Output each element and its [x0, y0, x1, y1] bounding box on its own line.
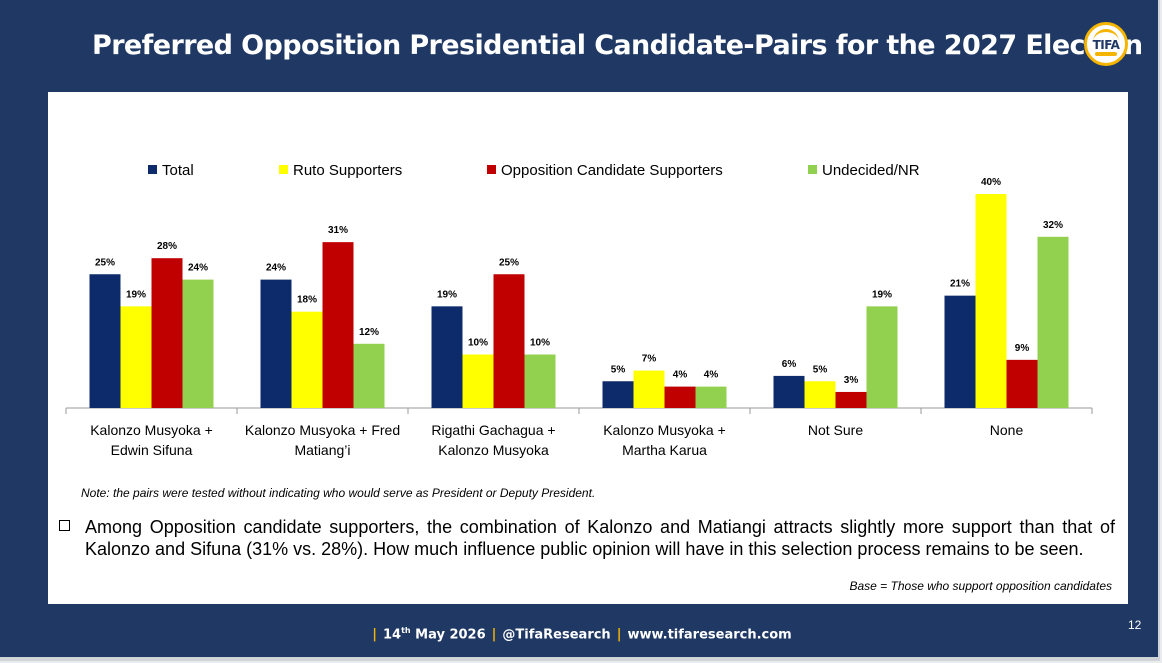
legend-swatch [808, 165, 817, 174]
category-label: None [990, 422, 1024, 438]
bar [633, 370, 665, 408]
checkbox-bullet-icon [59, 520, 70, 531]
bar [944, 295, 976, 408]
bar-chart: Total Ruto Supporters Opposition Candidate… [65, 162, 1093, 458]
data-label: 9% [1015, 343, 1030, 354]
bar [1006, 359, 1038, 408]
page-number: 12 [1128, 618, 1142, 632]
bar [89, 274, 121, 408]
data-label: 7% [642, 354, 657, 365]
bar [602, 381, 634, 408]
data-label: 25% [95, 257, 115, 268]
data-label: 4% [673, 370, 688, 381]
bar [975, 194, 1007, 408]
footer-handle: @TifaResearch [502, 627, 611, 643]
category-label: Not Sure [808, 422, 863, 438]
bar [835, 391, 867, 408]
data-label: 28% [157, 241, 177, 252]
category-label: Kalonzo Musyoka + [603, 422, 726, 438]
data-label: 5% [611, 364, 626, 375]
base-note: Base = Those who support opposition cand… [849, 579, 1112, 593]
bar [322, 242, 354, 408]
footer-website: www.tifaresearch.com [627, 627, 792, 643]
data-label: 19% [872, 289, 892, 300]
legend-label: Opposition Candidate Supporters [501, 162, 723, 179]
category-label: Rigathi Gachagua + [431, 422, 555, 438]
data-label: 10% [530, 338, 550, 349]
bar [151, 258, 183, 408]
key-finding: Among Opposition candidate supporters, t… [55, 516, 1115, 560]
data-label: 3% [844, 375, 859, 386]
data-label: 32% [1043, 220, 1063, 231]
category-label: Martha Karua [622, 442, 707, 458]
footer-date-day: 14 [383, 627, 402, 643]
footer-separator: | [372, 627, 377, 643]
data-label: 24% [266, 263, 286, 274]
category-label: Matiang’i [294, 442, 350, 458]
data-label: 6% [782, 359, 797, 370]
bar [291, 311, 323, 408]
key-finding-text: Among Opposition candidate supporters, t… [85, 517, 1115, 559]
legend-label: Undecided/NR [822, 162, 920, 179]
tifa-logo: TIFA [1084, 22, 1128, 66]
chart-note: Note: the pairs were tested without indi… [81, 486, 596, 500]
bar [773, 375, 805, 408]
footer-date-rest: May 2026 [410, 627, 486, 643]
bar [664, 386, 696, 408]
data-label: 19% [437, 289, 457, 300]
data-label: 24% [188, 263, 208, 274]
bar [493, 274, 525, 408]
footer: | 14th May 2026 | @TifaResearch | www.tifares… [0, 626, 1158, 642]
bar [804, 381, 836, 408]
bar [524, 354, 556, 408]
data-label: 40% [981, 177, 1001, 188]
legend-swatch [279, 165, 288, 174]
footer-separator: | [616, 627, 622, 643]
legend-swatch [148, 165, 157, 174]
bar [182, 279, 214, 408]
logo-arc [1093, 29, 1119, 42]
legend-label: Total [162, 162, 194, 179]
category-label: Kalonzo Musyoka [438, 442, 549, 458]
footer-separator: | [491, 627, 497, 643]
data-label: 18% [297, 295, 317, 306]
bar [1037, 236, 1069, 408]
logo-underline [1095, 52, 1117, 56]
data-label: 12% [359, 327, 379, 338]
legend-swatch [487, 165, 496, 174]
bar [695, 386, 727, 408]
category-label: Kalonzo Musyoka + [90, 422, 213, 438]
footer-date-suffix: th [401, 626, 411, 635]
category-label: Kalonzo Musyoka + Fred [245, 422, 400, 438]
bar [462, 354, 494, 408]
data-label: 25% [499, 257, 519, 268]
bar [866, 306, 898, 408]
category-label: Edwin Sifuna [111, 442, 193, 458]
data-label: 19% [126, 289, 146, 300]
slide-title: Preferred Opposition Presidential Candid… [92, 30, 1143, 61]
data-label: 10% [468, 338, 488, 349]
bar [431, 306, 463, 408]
data-label: 5% [813, 364, 828, 375]
logo-text: TIFA [1092, 38, 1120, 52]
bar [120, 306, 152, 408]
data-label: 4% [704, 370, 719, 381]
legend-label: Ruto Supporters [293, 162, 402, 179]
bar [260, 279, 292, 408]
data-label: 21% [950, 279, 970, 290]
data-label: 31% [328, 225, 348, 236]
bar [353, 343, 385, 408]
content-panel: Total Ruto Supporters Opposition Candidate… [48, 92, 1128, 604]
